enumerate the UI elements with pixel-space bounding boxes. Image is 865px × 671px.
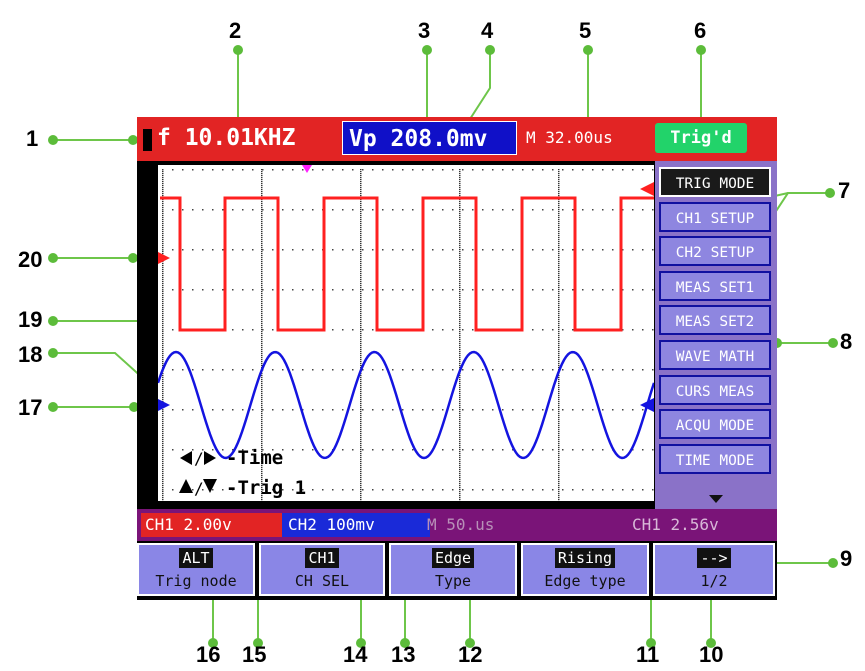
callout-18: 18 [18, 342, 43, 367]
ch2-ground-marker [156, 398, 170, 412]
callout-leader-dot [583, 45, 593, 55]
callout-16: 16 [196, 642, 221, 667]
menu-item-meas-set2[interactable]: MEAS SET2 [659, 305, 771, 336]
callout-7: 7 [838, 178, 851, 203]
bottom-status-bar: CH1 2.00v CH2 100mv M 50.us CH1 2.56v [137, 509, 777, 541]
callout-leader-dot [128, 135, 138, 145]
callout-leader-dot [825, 188, 835, 198]
callout-3: 3 [418, 18, 431, 43]
callout-1: 1 [26, 126, 39, 151]
menu-item-curs-meas[interactable]: CURS MEAS [659, 374, 771, 405]
menu-item-ch1-setup[interactable]: CH1 SETUP [659, 201, 771, 232]
ch2-level-marker [640, 398, 654, 412]
callout-6: 6 [694, 18, 707, 43]
top-status-bar: f 10.01KHZ Vp 208.0mv M 32.00us Trig'd [137, 117, 777, 161]
svg-text:/: / [194, 479, 204, 498]
softkey-channel-select[interactable]: CH1 CH SEL [259, 543, 385, 596]
callout-leader-dot [48, 348, 58, 358]
callout-leader-dot [48, 316, 58, 326]
callout-leader-dot [646, 638, 656, 648]
svg-text:/: / [194, 449, 204, 468]
callout-14: 14 [343, 642, 368, 667]
peak-voltage-readout: Vp 208.0mv [342, 121, 517, 155]
callout-leader-dot [253, 638, 263, 648]
menu-item-wave-math[interactable]: WAVE MATH [659, 340, 771, 370]
callout-leader-dot [465, 638, 475, 648]
callout-10: 10 [699, 642, 724, 667]
callout-leader-dot [828, 558, 838, 568]
callout-15: 15 [242, 642, 267, 667]
menu-item-time-mode[interactable]: TIME MODE [659, 443, 771, 474]
callout-leader-dot [48, 402, 58, 412]
softkey-trigger-type[interactable]: Edge Type [389, 543, 517, 596]
down-arrow-icon [203, 479, 217, 493]
callout-4: 4 [481, 18, 494, 43]
up-arrow-icon [179, 479, 193, 493]
softkey-next-page[interactable]: --> 1/2 [653, 543, 775, 596]
callout-leader-dot [422, 45, 432, 55]
waveform-display: / -Time / -Trig 1 [156, 165, 659, 503]
hint-trig-label: -Trig 1 [226, 477, 306, 499]
callout-leader-dot [356, 638, 366, 648]
ch2-waveform [156, 350, 656, 460]
callout-leader-dot [128, 253, 138, 263]
callout-leader-dot [48, 135, 58, 145]
callout-17: 17 [18, 395, 43, 420]
menu-item-meas-set1[interactable]: MEAS SET1 [659, 270, 771, 301]
oscilloscope-screen: f 10.01KHZ Vp 208.0mv M 32.00us Trig'd /… [137, 117, 777, 600]
ch1-ground-marker [156, 251, 170, 265]
waveform-canvas: / -Time / -Trig 1 [156, 165, 659, 503]
callout-5: 5 [579, 18, 592, 43]
callout-leader-dot [400, 638, 410, 648]
trigger-level-readout: CH1 2.56v [632, 515, 719, 534]
frequency-readout: f 10.01KHZ [153, 121, 347, 155]
ch2-scale-readout[interactable]: CH2 100mv [282, 513, 430, 537]
menu-scroll-down-icon[interactable] [709, 495, 723, 503]
callout-8: 8 [840, 329, 853, 354]
callout-12: 12 [458, 642, 483, 667]
softkey-edge-type[interactable]: Rising Edge type [521, 543, 649, 596]
trigger-status-badge: Trig'd [655, 123, 747, 153]
softkey-trig-mode[interactable]: ALT Trig node [137, 543, 255, 596]
callout-leader-dot [129, 402, 139, 412]
menu-item-acqu-mode[interactable]: ACQU MODE [659, 409, 771, 440]
callout-2: 2 [229, 18, 242, 43]
left-arrow-icon [180, 451, 192, 465]
hint-time-label: -Time [226, 447, 283, 469]
ch1-scale-readout[interactable]: CH1 2.00v [141, 513, 283, 537]
callout-19: 19 [18, 307, 43, 332]
callout-leader-dot [233, 45, 243, 55]
trigger-level-marker [640, 182, 654, 196]
callout-leader-dot [485, 45, 495, 55]
callout-20: 20 [18, 247, 43, 272]
softkey-bar: ALT Trig node CH1 CH SEL Edge Type Risin… [137, 543, 777, 600]
callout-leader-dot [706, 638, 716, 648]
menu-item-ch2-setup[interactable]: CH2 SETUP [659, 236, 771, 267]
callout-leader-dot [828, 338, 838, 348]
callout-leader-dot [696, 45, 706, 55]
callout-11: 11 [636, 642, 660, 667]
menu-item-trig-mode[interactable]: TRIG MODE [659, 167, 771, 197]
trigger-position-marker [302, 165, 312, 173]
callout-9: 9 [840, 546, 853, 571]
callout-13: 13 [391, 642, 416, 667]
timebase-scale-readout: M 50.us [427, 515, 495, 534]
function-menu: TRIG MODE CH1 SETUP CH2 SETUP MEAS SET1 MEAS… [655, 161, 777, 509]
timebase-readout: M 32.00us [520, 121, 646, 155]
battery-icon [143, 129, 152, 151]
callout-leader-dot [48, 253, 58, 263]
right-arrow-icon [204, 451, 216, 465]
callout-leader-dot [208, 638, 218, 648]
ch1-waveform [160, 196, 654, 332]
